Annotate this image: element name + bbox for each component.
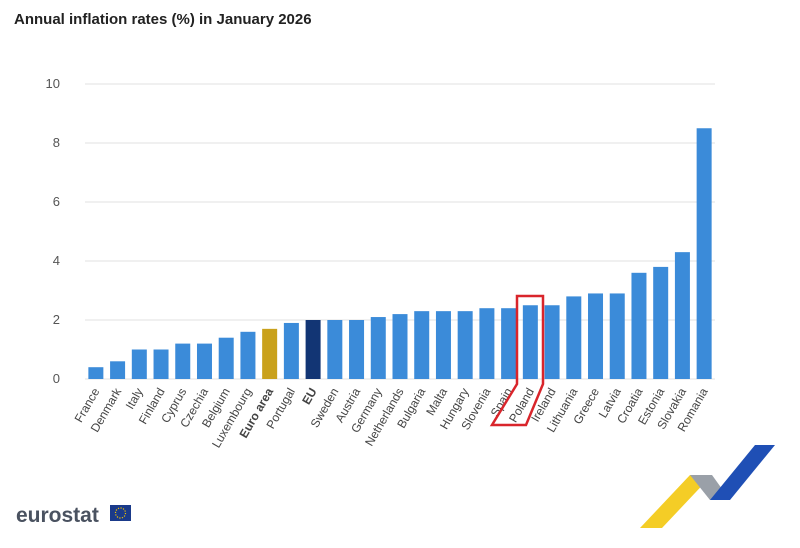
bar — [218, 337, 234, 379]
bar — [566, 296, 582, 379]
bar — [240, 331, 256, 379]
bar — [370, 317, 386, 379]
eu-flag — [110, 505, 131, 521]
bar — [262, 328, 278, 379]
logo-text: eurostat — [16, 504, 99, 527]
bar — [544, 305, 560, 379]
bar — [588, 293, 604, 379]
bar — [305, 320, 321, 379]
bar — [175, 343, 191, 379]
bar — [283, 322, 299, 379]
bar — [696, 128, 712, 379]
bar — [435, 311, 451, 379]
chart-title: Annual inflation rates (%) in January 20… — [14, 11, 312, 28]
bar — [349, 320, 365, 379]
eu-stars — [114, 507, 127, 519]
bar — [414, 311, 430, 379]
bar — [110, 361, 126, 379]
highlight-outline — [489, 294, 545, 427]
x-tick-label: EU — [299, 386, 319, 407]
decor-blue — [710, 445, 775, 500]
bar — [392, 314, 408, 379]
bar — [153, 349, 169, 379]
y-tick-label: 10 — [46, 76, 60, 91]
bar — [522, 305, 538, 379]
y-tick-label: 0 — [53, 371, 60, 386]
bar — [196, 343, 212, 379]
bar — [653, 266, 669, 379]
y-tick-label: 4 — [53, 253, 60, 268]
bar — [88, 367, 104, 379]
bar — [609, 293, 625, 379]
y-tick-label: 8 — [53, 135, 60, 150]
y-tick-label: 2 — [53, 312, 60, 327]
bar — [674, 252, 690, 379]
decor-yellow — [640, 475, 712, 528]
bar — [457, 311, 473, 379]
bar — [131, 349, 147, 379]
bar — [501, 308, 517, 379]
bar — [479, 308, 495, 379]
y-tick-label: 6 — [53, 194, 60, 209]
bar — [631, 272, 647, 379]
bar — [327, 320, 343, 379]
